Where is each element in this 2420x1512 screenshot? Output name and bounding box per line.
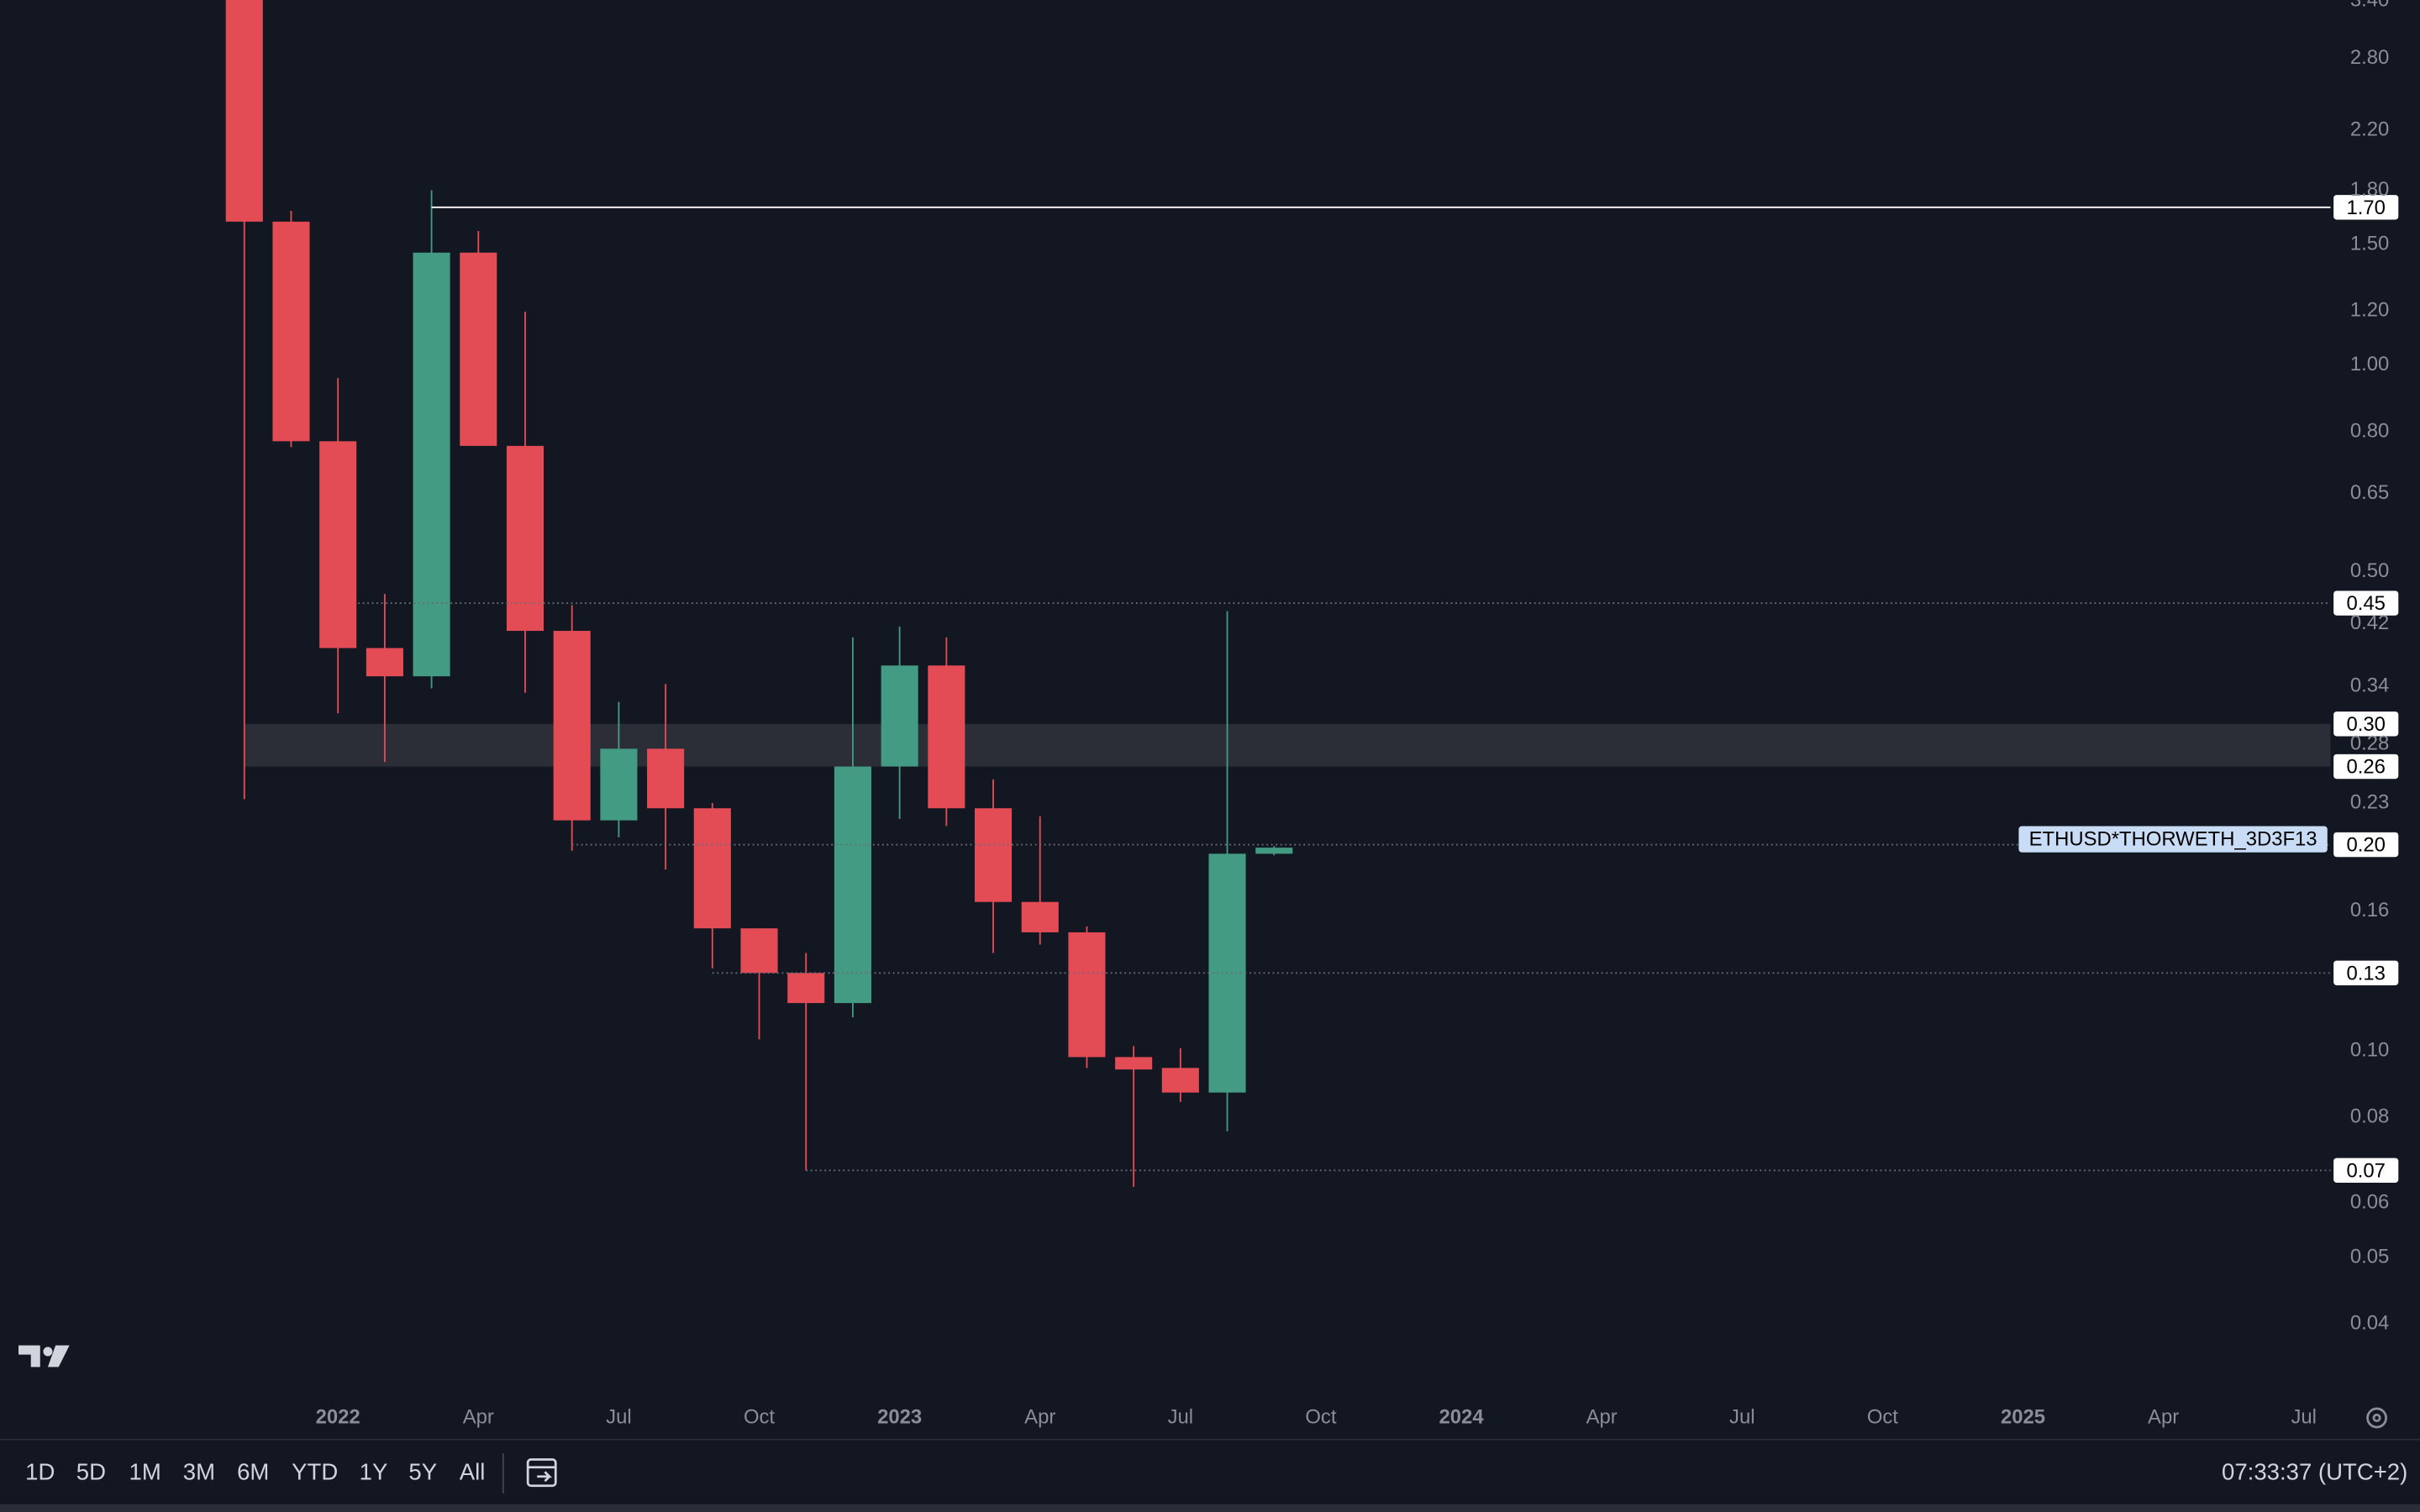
x-tick-label: 2022 (316, 1405, 360, 1428)
y-tick-label: 0.28 (2350, 732, 2389, 755)
price-tag: 0.26 (2346, 756, 2385, 779)
logo-part (18, 1345, 40, 1368)
candle-body (881, 665, 918, 767)
range-button[interactable]: YTD (292, 1458, 338, 1484)
y-tick-label: 0.42 (2350, 612, 2389, 634)
range-button[interactable]: 3M (183, 1458, 215, 1484)
range-button[interactable]: 1M (129, 1458, 161, 1484)
candle-body (225, 0, 263, 222)
x-tick-label: Oct (1305, 1405, 1336, 1428)
range-button[interactable]: 1Y (360, 1458, 388, 1484)
candle-body (319, 441, 357, 648)
y-tick-label: 0.80 (2350, 419, 2389, 442)
x-tick-label: Jul (606, 1405, 632, 1428)
y-tick-label: 1.20 (2350, 299, 2389, 322)
price-tag: 0.20 (2346, 834, 2385, 857)
y-tick-label: 0.65 (2350, 481, 2389, 504)
candle-body (834, 766, 871, 1004)
price-tag-box (2333, 711, 2399, 737)
logo-part (43, 1347, 53, 1357)
candle-body (600, 748, 638, 821)
price-tag-box (2333, 1158, 2399, 1183)
y-tick-label: 0.05 (2350, 1245, 2389, 1268)
y-tick-label: 2.20 (2350, 118, 2389, 141)
price-tag-box (2333, 960, 2399, 985)
price-tag: 0.13 (2346, 962, 2385, 984)
range-button[interactable]: 1D (25, 1458, 55, 1484)
candle-body (272, 221, 310, 442)
x-tick-label: Apr (2148, 1405, 2179, 1428)
candle-body (974, 808, 1013, 902)
y-tick-label: 2.80 (2350, 46, 2389, 69)
price-tag: 0.30 (2346, 713, 2385, 736)
range-button[interactable]: 6M (237, 1458, 269, 1484)
candle-body (1161, 1068, 1199, 1093)
y-tick-label: 0.50 (2350, 559, 2389, 582)
y-tick-label: 0.23 (2350, 790, 2389, 813)
x-tick-label: Oct (1867, 1405, 1898, 1428)
price-tag-box (2333, 753, 2399, 780)
candle-body (1068, 932, 1106, 1058)
y-tick-label: 0.10 (2350, 1039, 2389, 1062)
candle-body (647, 748, 685, 809)
y-tick-label: 0.34 (2350, 675, 2389, 697)
candle-body (413, 252, 450, 677)
logo (18, 1345, 70, 1368)
candle-body (1115, 1057, 1153, 1070)
y-tick-label: 1.00 (2350, 353, 2389, 375)
x-tick-label: 2025 (2001, 1405, 2045, 1428)
price-tag: 1.70 (2346, 197, 2385, 219)
candle-body (693, 808, 731, 929)
price-tag: 0.45 (2346, 592, 2385, 615)
clock: 07:33:37 (UTC+2) (2222, 1458, 2407, 1484)
candle-body (506, 445, 544, 632)
x-tick-label: Apr (1024, 1405, 1055, 1428)
y-tick-label: 0.06 (2350, 1191, 2389, 1214)
symbol-tag: ETHUSD*THORWETH_3D3F13 (2029, 827, 2317, 850)
logo-part (47, 1345, 70, 1368)
x-tick-label: Apr (1586, 1405, 1618, 1428)
candle-body (366, 648, 403, 677)
symbol-tag-box (2018, 826, 2328, 853)
y-tick-label: 0.16 (2350, 899, 2389, 921)
price-tag: 0.07 (2346, 1159, 2385, 1182)
calendar-icon[interactable] (526, 1458, 557, 1488)
bottom-strip (0, 1504, 2420, 1512)
y-tick-label: 0.08 (2350, 1105, 2389, 1128)
y-tick-label: 3.40 (2350, 0, 2389, 11)
x-tick-label: Apr (463, 1405, 494, 1428)
price-tag-box (2333, 591, 2399, 616)
overlay: 1.70 0.45 0.20 ETHUSD*THORWETH_3D3F13 0.13 0.… (2018, 195, 2399, 1183)
gear-icon[interactable] (2372, 1413, 2381, 1423)
gear-icon[interactable] (2366, 1407, 2387, 1429)
x-tick-label: Oct (744, 1405, 775, 1428)
candle-body (1021, 901, 1059, 932)
candle-body (928, 665, 965, 809)
x-tick-label: 2023 (877, 1405, 922, 1428)
zone (244, 723, 2331, 767)
plot-area (225, 0, 2331, 1187)
candle-body (1255, 848, 1293, 854)
y-tick-label: 1.50 (2350, 232, 2389, 255)
x-tick-label: Jul (2291, 1405, 2317, 1428)
range-button[interactable]: 5D (76, 1458, 106, 1484)
candle-body (740, 928, 778, 974)
x-tick-label: Jul (1729, 1405, 1755, 1428)
candle-body (553, 631, 591, 821)
calendar-button[interactable] (526, 1458, 557, 1488)
settings-button[interactable] (2366, 1407, 2387, 1429)
y-tick-label: 0.04 (2350, 1311, 2389, 1334)
x-tick-label: Jul (1168, 1405, 1193, 1428)
range-button[interactable]: All (460, 1458, 486, 1484)
range-button[interactable]: 5Y (408, 1458, 437, 1484)
candle-body (460, 252, 497, 446)
calendar-icon[interactable] (537, 1471, 553, 1483)
y-tick-label: 1.80 (2350, 178, 2389, 201)
price-tag-box (2333, 195, 2399, 220)
candle-body (787, 973, 825, 1004)
price-tag-box (2333, 832, 2399, 858)
x-tick-label: 2024 (1439, 1405, 1485, 1428)
